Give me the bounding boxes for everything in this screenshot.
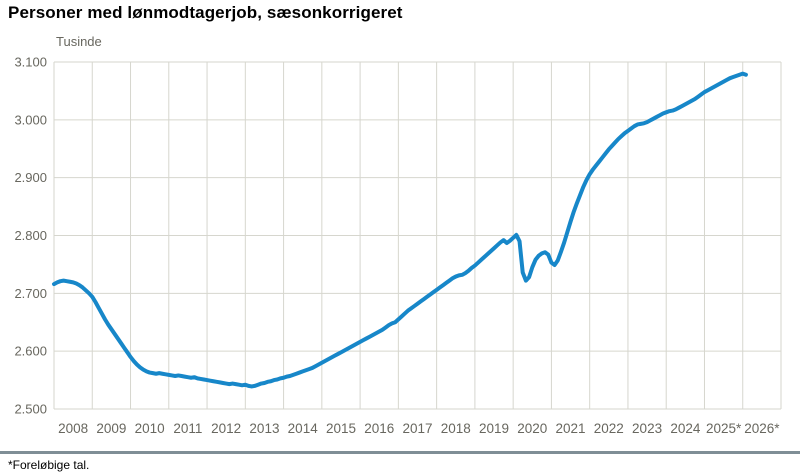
- x-tick-label: 2023: [632, 421, 662, 436]
- footer-divider: [0, 451, 800, 454]
- x-tick-label: 2019: [479, 421, 509, 436]
- x-tick-label: 2009: [96, 421, 126, 436]
- y-axis-unit-label: Tusinde: [56, 34, 102, 49]
- employment-series-line: [52, 71, 748, 389]
- employment-line-chart: 2.500 2.600 2.700 2.800 2.900 3.000 3.100 2008 2…: [14, 55, 782, 436]
- x-tick-label: 2012: [211, 421, 241, 436]
- x-tick-label: 2015: [326, 421, 356, 436]
- y-tick-label: 2.700: [14, 286, 47, 301]
- x-tick-label: 2016: [364, 421, 394, 436]
- x-tick-label: 2021: [556, 421, 586, 436]
- x-tick-label: 2025*: [706, 421, 742, 436]
- x-tick-label: 2017: [402, 421, 432, 436]
- y-tick-label: 3.000: [14, 112, 47, 127]
- x-tick-label: 2022: [594, 421, 624, 436]
- x-tick-label: 2026*: [744, 421, 780, 436]
- y-tick-label: 2.800: [14, 228, 47, 243]
- y-tick-label: 2.500: [14, 402, 47, 417]
- x-tick-label: 2010: [135, 421, 165, 436]
- y-tick-label: 2.900: [14, 170, 47, 185]
- page-title: Personer med lønmodtagerjob, sæsonkorrig…: [8, 3, 403, 22]
- x-tick-label: 2013: [249, 421, 279, 436]
- x-tick-label: 2024: [670, 421, 701, 436]
- y-tick-label: 3.100: [14, 55, 47, 70]
- x-tick-label: 2020: [517, 421, 547, 436]
- x-tick-label: 2018: [441, 421, 471, 436]
- y-tick-label: 2.600: [14, 344, 47, 359]
- x-tick-label: 2014: [288, 421, 319, 436]
- footnote: *Foreløbige tal.: [8, 458, 90, 472]
- x-tick-label: 2011: [173, 421, 202, 436]
- x-tick-label: 2008: [58, 421, 88, 436]
